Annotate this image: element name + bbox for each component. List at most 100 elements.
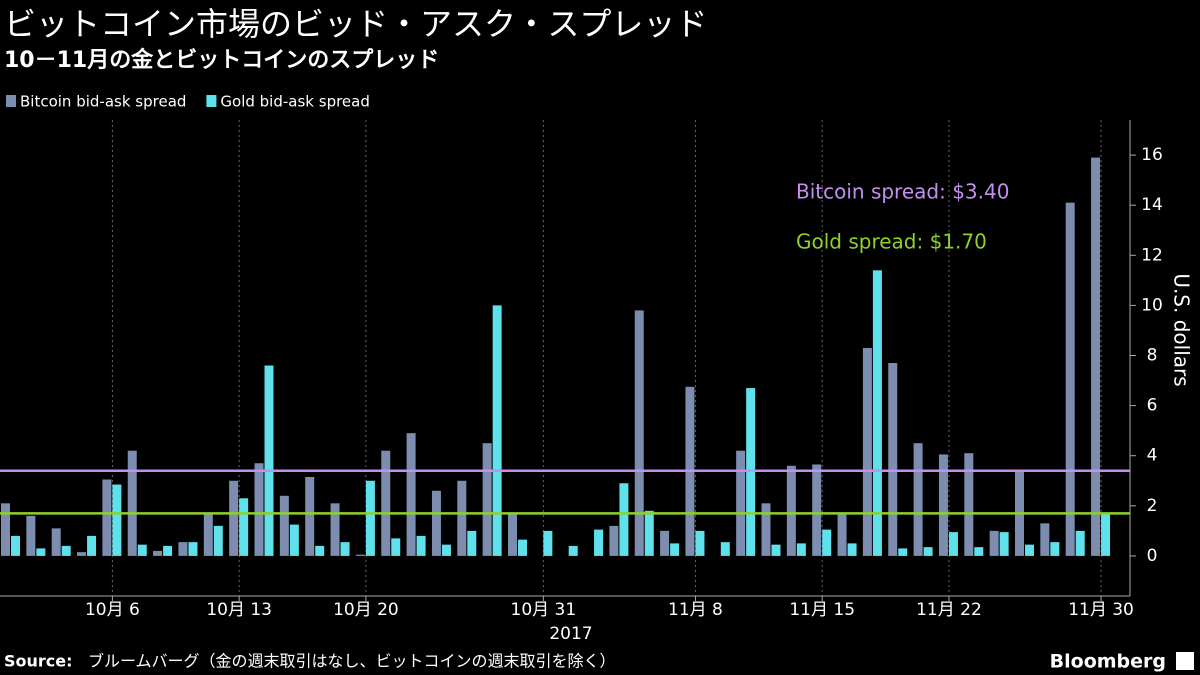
bar (254, 463, 264, 556)
bar (862, 347, 872, 556)
x-tick-label: 10月 13 (206, 600, 272, 620)
source-label: Source: (4, 652, 73, 671)
x-tick-label: 10月 6 (85, 600, 140, 620)
bar (289, 524, 299, 556)
bar (264, 365, 274, 556)
bar (619, 483, 629, 556)
x-tick-label: 11月 8 (668, 600, 723, 620)
bar (736, 450, 746, 556)
bar (518, 539, 527, 556)
bar (153, 550, 163, 556)
x-axis-year: 2017 (549, 624, 592, 644)
bar (467, 530, 477, 556)
bar (381, 450, 391, 556)
source-text: ブルームバーグ（金の週末取引はなし、ビットコインの週末取引を除く） (88, 652, 616, 671)
bar (660, 530, 670, 556)
bar (441, 544, 451, 556)
bar (999, 532, 1009, 556)
bar (796, 543, 806, 556)
bar (203, 513, 213, 556)
legend-swatch (206, 95, 217, 107)
reference-label: Gold spread: $1.70 (796, 230, 987, 254)
x-tick-label: 11月 22 (916, 600, 982, 620)
bar (888, 363, 898, 556)
bar (406, 433, 416, 556)
bar (11, 535, 20, 556)
bar (61, 545, 71, 556)
brand: Bloomberg (1050, 651, 1166, 673)
bar (229, 480, 239, 556)
bar (127, 450, 137, 556)
bar (188, 542, 198, 556)
bar (213, 525, 223, 556)
bar (112, 484, 122, 556)
bar (644, 510, 654, 556)
bar (1091, 157, 1101, 556)
bar (508, 513, 517, 556)
y-tick-label: 10 (1141, 295, 1163, 315)
bar (761, 503, 771, 556)
bar (1025, 544, 1034, 556)
bar (51, 528, 61, 556)
x-tick-label: 11月 15 (789, 600, 855, 620)
bar (974, 547, 984, 556)
bar (913, 443, 923, 556)
bar (457, 480, 467, 556)
legend-swatch (6, 95, 16, 107)
bar (416, 535, 426, 556)
bar (786, 465, 796, 556)
bar (837, 513, 847, 556)
bar (670, 543, 680, 556)
bar (178, 542, 188, 556)
legend-label: Gold bid-ask spread (220, 93, 369, 111)
bar (1101, 513, 1111, 556)
y-tick-label: 4 (1147, 446, 1158, 466)
bar (847, 543, 857, 556)
bar (923, 547, 933, 556)
bar (1075, 530, 1085, 556)
bar (1050, 542, 1060, 556)
x-tick-label: 11月 30 (1068, 600, 1134, 620)
bar (989, 530, 999, 556)
y-tick-label: 8 (1147, 345, 1158, 365)
bar (964, 453, 974, 556)
y-tick-label: 0 (1147, 546, 1158, 566)
bar (279, 495, 289, 556)
bar (720, 542, 730, 556)
bar (431, 490, 441, 556)
bar (355, 554, 365, 556)
bar (938, 454, 948, 556)
bar (872, 270, 882, 556)
x-tick-label: 10月 31 (511, 600, 577, 620)
bar (137, 544, 147, 556)
bar (492, 305, 502, 556)
bar (87, 535, 97, 556)
bar (391, 538, 401, 556)
bar (594, 529, 604, 556)
bar (340, 542, 350, 556)
bar (26, 515, 36, 556)
reference-label: Bitcoin spread: $3.40 (796, 180, 1009, 204)
bar (609, 525, 619, 556)
bar (634, 310, 644, 556)
bar (163, 545, 173, 556)
bar (102, 479, 112, 556)
bar (239, 498, 249, 556)
y-axis-label: U.S. dollars (1170, 273, 1194, 386)
brand-icon (1176, 652, 1194, 670)
bar (36, 548, 46, 556)
x-tick-label: 10月 20 (333, 600, 399, 620)
bar (482, 443, 492, 556)
y-tick-label: 14 (1141, 195, 1163, 215)
bar (330, 503, 340, 556)
bar (695, 530, 705, 556)
y-tick-label: 6 (1147, 396, 1158, 416)
bar (568, 545, 578, 556)
chart-subtitle: 10－11月の金とビットコインのスプレッド (4, 47, 439, 73)
chart-title: ビットコイン市場のビッド・アスク・スプレッド (4, 5, 707, 43)
bar (1065, 202, 1075, 556)
y-tick-label: 12 (1141, 245, 1163, 265)
bar (771, 544, 781, 556)
